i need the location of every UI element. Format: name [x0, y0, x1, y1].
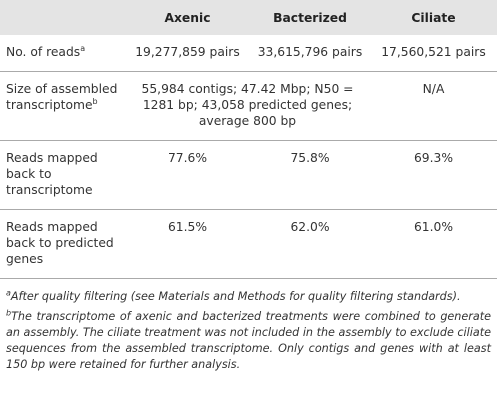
- column-header: Bacterized: [250, 0, 370, 35]
- row-label: Reads mapped back to transcriptome: [6, 151, 98, 197]
- row-label: Reads mapped back to predicted genes: [6, 220, 114, 266]
- column-header: Ciliate: [370, 0, 497, 35]
- header-row: Axenic Bacterized Ciliate: [0, 0, 497, 35]
- data-table: Axenic Bacterized Ciliate No. of readsa 19,…: [0, 0, 497, 279]
- footnote-mark: a: [6, 288, 11, 298]
- table-cell: 77.6%: [125, 140, 250, 210]
- footnotes: aAfter quality filtering (see Materials …: [0, 279, 497, 373]
- footnote-mark: a: [80, 43, 86, 53]
- table-cell: 17,560,521 pairs: [370, 35, 497, 72]
- table-row: Size of assembled transcriptomeb 55,984 c…: [0, 71, 497, 141]
- row-label-cell: Reads mapped back to predicted genes: [0, 209, 125, 279]
- column-header: Axenic: [125, 0, 250, 35]
- footnote-mark: b: [6, 308, 12, 318]
- footnote: aAfter quality filtering (see Materials …: [6, 289, 491, 305]
- table-row: No. of readsa 19,277,859 pairs 33,615,796 …: [0, 35, 497, 72]
- row-label-cell: No. of readsa: [0, 35, 125, 72]
- row-label-cell: Reads mapped back to transcriptome: [0, 140, 125, 210]
- table-cell: 69.3%: [370, 140, 497, 210]
- table-row: Reads mapped back to predicted genes 61.5…: [0, 209, 497, 279]
- table-cell: 19,277,859 pairs: [125, 35, 250, 72]
- table-cell: 55,984 contigs; 47.42 Mbp; N50 = 1281 bp…: [125, 71, 370, 141]
- table-cell: 61.5%: [125, 209, 250, 279]
- footnote-text: After quality filtering (see Materials a…: [10, 290, 461, 303]
- table-cell: 33,615,796 pairs: [250, 35, 370, 72]
- footnote-text: The transcriptome of axenic and bacteriz…: [6, 310, 491, 371]
- table-row: Reads mapped back to transcriptome 77.6% 7…: [0, 140, 497, 210]
- table-cell: 61.0%: [370, 209, 497, 279]
- table-cell: 62.0%: [250, 209, 370, 279]
- row-label: Size of assembled transcriptome: [6, 82, 118, 112]
- footnote-mark: b: [92, 96, 98, 106]
- table-cell: 75.8%: [250, 140, 370, 210]
- table-body: No. of readsa 19,277,859 pairs 33,615,796 …: [0, 35, 497, 279]
- row-label: No. of reads: [6, 45, 81, 59]
- row-label-cell: Size of assembled transcriptomeb: [0, 71, 125, 141]
- footnote: bThe transcriptome of axenic and bacteri…: [6, 309, 491, 373]
- corner-cell: [0, 0, 125, 35]
- table-cell: N/A: [370, 71, 497, 141]
